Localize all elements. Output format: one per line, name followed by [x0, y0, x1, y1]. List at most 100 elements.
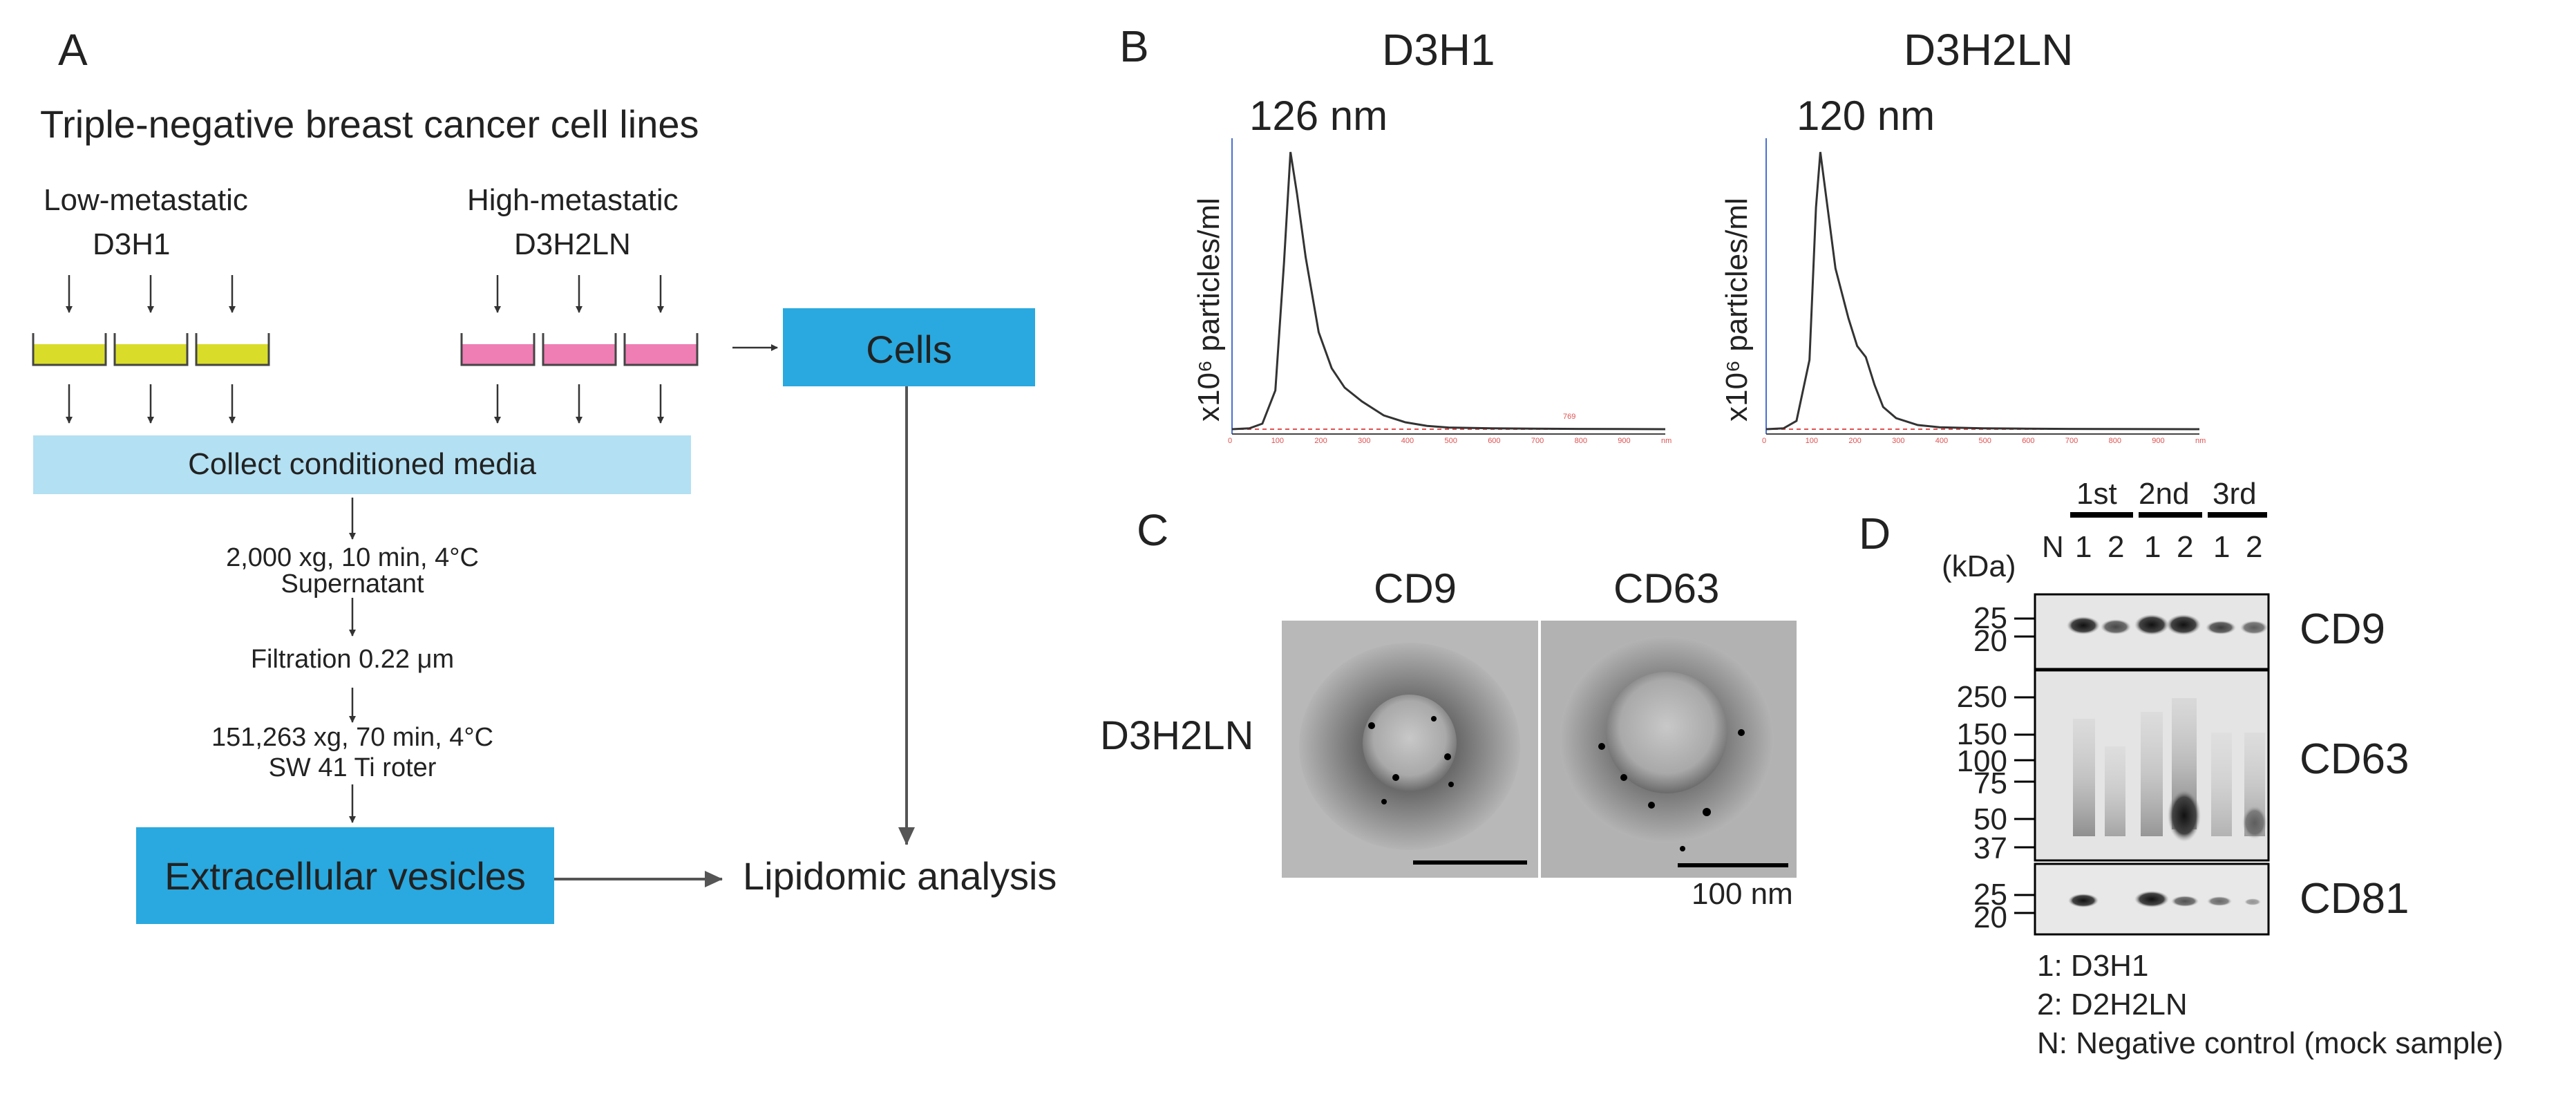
blot-cd81 — [2014, 863, 2270, 936]
legend-item: 2: D2H2LN — [2037, 988, 2188, 1021]
low-metastatic-label: Low-metastatic — [44, 183, 248, 217]
em-image-cd9 — [1282, 621, 1538, 878]
panel-letter-b: B — [1119, 21, 1149, 71]
lane-label: 1 — [2213, 530, 2231, 564]
lane-label: 2 — [2246, 530, 2263, 564]
cells-box — [783, 308, 1035, 386]
x-tick-label: 900 — [2152, 437, 2165, 445]
lipidomic-label: Lipidomic analysis — [743, 854, 1057, 898]
rotor-label: SW 41 Ti roter — [268, 753, 437, 782]
lane-label: N — [2042, 530, 2064, 564]
nta-ylabel-d3h2ln: x10⁶ particles/ml — [1720, 198, 1754, 422]
marker-label: 250 — [1956, 680, 2007, 714]
group-label-1st: 1st — [2076, 477, 2117, 511]
x-tick-label: 200 — [1314, 437, 1327, 445]
low-cell-line: D3H1 — [93, 227, 171, 261]
em-scale-label: 100 nm — [1692, 877, 1793, 911]
marker-label: 20 — [1973, 624, 2007, 658]
x-tick-label: 600 — [1488, 437, 1501, 445]
low-metastatic-dishes — [32, 333, 270, 366]
x-tick-label: 500 — [1978, 437, 1991, 445]
d3h2ln-distribution-line — [1765, 151, 2200, 431]
panel-a-title: Triple-negative breast cancer cell lines — [40, 102, 699, 146]
x-tick-label: 100 — [1271, 437, 1285, 445]
group-label-2nd: 2nd — [2139, 477, 2190, 511]
x-tick-label: nm — [1661, 437, 1672, 445]
x-tick-label: 400 — [1401, 437, 1414, 445]
x-tick-label: 0 — [1762, 437, 1767, 445]
x-tick-label: 300 — [1358, 437, 1371, 445]
dish-high-1-outline — [460, 333, 536, 366]
dish-arrows — [66, 275, 778, 823]
dish-low-2 — [115, 344, 187, 365]
dish-high-1 — [462, 344, 534, 365]
x-tick-label: 300 — [1892, 437, 1905, 445]
cells-label: Cells — [866, 328, 952, 371]
high-cell-line: D3H2LN — [514, 227, 631, 261]
dish-low-3-outline — [195, 333, 270, 366]
kda-label: (kDa) — [1942, 549, 2016, 583]
em-row-label: D3H2LN — [1100, 713, 1254, 758]
nta-xticks-d3h2ln: 0 100 200 300 400 500 600 700 800 900 nm — [1762, 437, 2206, 448]
legend-item: 1: D3H1 — [2037, 949, 2149, 983]
blot-name-cd81: CD81 — [2300, 875, 2409, 923]
dish-high-3 — [625, 344, 697, 365]
x-tick-label: 700 — [2065, 437, 2078, 445]
nta-ylabel-d3h1: x10⁶ particles/ml — [1192, 198, 1226, 422]
x-tick-label: 200 — [1848, 437, 1862, 445]
x-tick-label: 800 — [2108, 437, 2121, 445]
nta-red-label: 769 — [1563, 413, 1576, 421]
group-label-3rd: 3rd — [2213, 477, 2257, 511]
marker-label: 20 — [1973, 901, 2007, 934]
em-col-cd63: CD63 — [1613, 565, 1720, 612]
supernatant-label: Supernatant — [281, 569, 424, 599]
panel-letter-d: D — [1859, 509, 1891, 558]
dish-high-3-outline — [623, 333, 699, 366]
filtration-step: Filtration 0.22 μm — [250, 645, 455, 674]
x-tick-label: 0 — [1228, 437, 1233, 445]
blot-cd63 — [2014, 669, 2270, 862]
x-tick-label: 600 — [2022, 437, 2035, 445]
panel-letter-c: C — [1137, 505, 1169, 555]
nta-plot-d3h1 — [1231, 138, 1666, 435]
centrifuge-step-2: 151,263 xg, 70 min, 4°C — [211, 723, 494, 752]
dish-high-2 — [543, 344, 616, 365]
em-image-cd63 — [1541, 621, 1797, 878]
em-col-cd9: CD9 — [1374, 565, 1457, 612]
nta-xticks-d3h1: 0 100 200 300 400 500 600 700 800 900 nm — [1228, 437, 1671, 448]
nta-peak-d3h2ln: 120 nm — [1797, 93, 1935, 139]
dish-low-1-outline — [32, 333, 107, 366]
marker-label: 25 — [1973, 878, 2007, 912]
blot-cd9 — [2014, 593, 2270, 670]
panel-letter-a: A — [58, 25, 88, 75]
dish-high-2-outline — [542, 333, 617, 366]
d3h1-distribution-line — [1231, 151, 1666, 431]
x-tick-label: 400 — [1935, 437, 1949, 445]
marker-label: 100 — [1956, 744, 2007, 778]
lane-label: 2 — [2177, 530, 2194, 564]
x-tick-label: 500 — [1444, 437, 1457, 445]
marker-label: 50 — [1973, 802, 2007, 836]
x-tick-label: 700 — [1531, 437, 1544, 445]
high-metastatic-dishes — [460, 333, 699, 366]
ev-label: Extracellular vesicles — [164, 854, 526, 898]
marker-label: 37 — [1973, 831, 2007, 865]
lane-label: 1 — [2144, 530, 2161, 564]
nta-peak-d3h1: 126 nm — [1249, 93, 1388, 139]
dish-low-1 — [33, 344, 106, 365]
lane-label: 2 — [2108, 530, 2125, 564]
legend-item: N: Negative control (mock sample) — [2037, 1026, 2503, 1060]
nta-title-d3h2ln: D3H2LN — [1904, 25, 2074, 75]
high-metastatic-label: High-metastatic — [467, 183, 679, 217]
dish-low-2-outline — [113, 333, 189, 366]
x-tick-label: 800 — [1574, 437, 1587, 445]
centrifuge-step-1: 2,000 xg, 10 min, 4°C — [226, 543, 479, 572]
x-tick-label: 900 — [1618, 437, 1631, 445]
nta-plot-d3h2ln — [1765, 138, 2200, 435]
collect-label: Collect conditioned media — [188, 447, 536, 481]
x-tick-label: nm — [2195, 437, 2206, 445]
blot-name-cd9: CD9 — [2300, 605, 2386, 653]
dish-low-3 — [196, 344, 269, 365]
